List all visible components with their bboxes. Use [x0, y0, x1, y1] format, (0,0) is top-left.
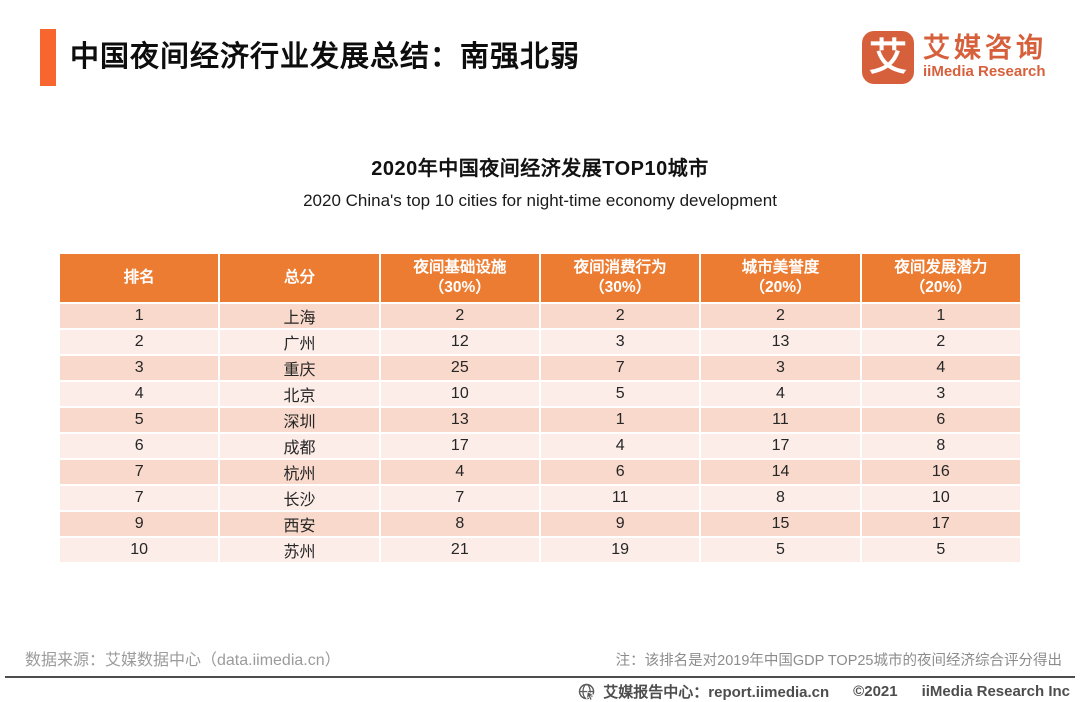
table-row: 9 西安 8 9 15 17 [57, 510, 1023, 538]
copyright-text: ©2021 [853, 683, 898, 700]
cell-consumption: 1 [538, 406, 702, 434]
cell-infrastructure: 17 [378, 432, 541, 460]
cell-infrastructure: 13 [378, 406, 541, 434]
footer-row: 数据来源：艾媒数据中心（data.iimedia.cn） 注：该排名是对2019… [25, 646, 1062, 670]
data-source: 数据来源：艾媒数据中心（data.iimedia.cn） [25, 652, 341, 669]
col-header-night-infrastructure: 夜间基础设施 （30%） [378, 252, 541, 304]
table-row: 4 北京 10 5 4 3 [57, 380, 1023, 408]
logo-name-cn: 艾媒咨询 [923, 32, 1047, 63]
cell-potential: 17 [859, 510, 1023, 538]
cell-rank: 6 [57, 432, 221, 460]
col-header-rank: 排名 [57, 252, 221, 304]
ranking-table: 排名 总分 夜间基础设施 （30%） 夜间消费行为 （30%） 城市美誉度 （2… [57, 252, 1023, 564]
company-text: iiMedia Research Inc [921, 683, 1070, 700]
cell-reputation: 4 [699, 380, 862, 408]
table-row: 7 长沙 7 11 8 10 [57, 484, 1023, 512]
chart-titles: 2020年中国夜间经济发展TOP10城市 2020 China's top 10… [0, 152, 1080, 211]
cell-consumption: 19 [538, 536, 702, 564]
cell-infrastructure: 10 [378, 380, 541, 408]
cell-consumption: 11 [538, 484, 702, 512]
cell-infrastructure: 12 [378, 328, 541, 356]
cell-infrastructure: 7 [378, 484, 541, 512]
cell-rank: 3 [57, 354, 221, 382]
cell-rank: 4 [57, 380, 221, 408]
cell-rank: 2 [57, 328, 221, 356]
cell-potential: 6 [859, 406, 1023, 434]
cell-rank: 9 [57, 510, 221, 538]
cell-potential: 3 [859, 380, 1023, 408]
cell-infrastructure: 21 [378, 536, 541, 564]
cell-city: 西安 [218, 510, 381, 538]
table-row: 7 杭州 4 6 14 16 [57, 458, 1023, 486]
cell-city: 苏州 [218, 536, 381, 564]
bottom-bar: 艾媒报告中心：report.iimedia.cn ©2021 iiMedia R… [578, 681, 1070, 702]
table-row: 3 重庆 25 7 3 4 [57, 354, 1023, 382]
cell-city: 上海 [218, 302, 381, 330]
cell-potential: 1 [859, 302, 1023, 330]
report-center-text: 艾媒报告中心：report.iimedia.cn [603, 684, 830, 701]
cell-reputation: 11 [699, 406, 862, 434]
table-row: 6 成都 17 4 17 8 [57, 432, 1023, 460]
cell-consumption: 7 [538, 354, 702, 382]
logo-text: 艾媒咨询 iiMedia Research [923, 32, 1047, 82]
table-header-row: 排名 总分 夜间基础设施 （30%） 夜间消费行为 （30%） 城市美誉度 （2… [57, 252, 1023, 304]
cell-consumption: 9 [538, 510, 702, 538]
cell-rank: 10 [57, 536, 221, 564]
cell-city: 成都 [218, 432, 381, 460]
cell-reputation: 5 [699, 536, 862, 564]
cell-reputation: 15 [699, 510, 862, 538]
cell-city: 长沙 [218, 484, 381, 512]
cell-potential: 10 [859, 484, 1023, 512]
chart-subtitle: 2020 China's top 10 cities for night-tim… [303, 191, 777, 210]
cell-city: 广州 [218, 328, 381, 356]
iimedia-logo-icon: 艾 [862, 31, 914, 84]
slide-header: 中国夜间经济行业发展总结：南强北弱 艾 艾媒咨询 iiMedia Researc… [40, 29, 1047, 86]
cell-infrastructure: 2 [378, 302, 541, 330]
globe-cursor-icon [578, 683, 596, 701]
cell-reputation: 13 [699, 328, 862, 356]
cell-potential: 4 [859, 354, 1023, 382]
cell-reputation: 17 [699, 432, 862, 460]
title-accent-bar [40, 29, 56, 86]
col-header-total-score: 总分 [218, 252, 381, 304]
cell-potential: 2 [859, 328, 1023, 356]
iimedia-logo: 艾 艾媒咨询 iiMedia Research [862, 31, 1047, 84]
cell-potential: 5 [859, 536, 1023, 564]
cell-consumption: 5 [538, 380, 702, 408]
cell-potential: 8 [859, 432, 1023, 460]
cell-city: 重庆 [218, 354, 381, 382]
cell-consumption: 3 [538, 328, 702, 356]
table-row: 1 上海 2 2 2 1 [57, 302, 1023, 330]
cell-rank: 5 [57, 406, 221, 434]
table-row: 10 苏州 21 19 5 5 [57, 536, 1023, 564]
cell-rank: 7 [57, 484, 221, 512]
col-header-night-potential: 夜间发展潜力 （20%） [859, 252, 1023, 304]
cell-city: 深圳 [218, 406, 381, 434]
logo-name-en: iiMedia Research [923, 63, 1046, 81]
footnote: 注：该排名是对2019年中国GDP TOP25城市的夜间经济综合评分得出 [615, 653, 1062, 669]
cell-rank: 7 [57, 458, 221, 486]
chart-title: 2020年中国夜间经济发展TOP10城市 [371, 158, 709, 180]
table-row: 5 深圳 13 1 11 6 [57, 406, 1023, 434]
col-header-night-consumption: 夜间消费行为 （30%） [538, 252, 702, 304]
cell-consumption: 4 [538, 432, 702, 460]
cell-rank: 1 [57, 302, 221, 330]
cell-consumption: 2 [538, 302, 702, 330]
table-row: 2 广州 12 3 13 2 [57, 328, 1023, 356]
cell-reputation: 2 [699, 302, 862, 330]
cell-city: 北京 [218, 380, 381, 408]
cell-infrastructure: 4 [378, 458, 541, 486]
cell-reputation: 3 [699, 354, 862, 382]
footer-divider [5, 676, 1075, 678]
cell-infrastructure: 8 [378, 510, 541, 538]
cell-reputation: 14 [699, 458, 862, 486]
page-title: 中国夜间经济行业发展总结：南强北弱 [70, 41, 581, 73]
cell-infrastructure: 25 [378, 354, 541, 382]
cell-city: 杭州 [218, 458, 381, 486]
cell-reputation: 8 [699, 484, 862, 512]
cell-consumption: 6 [538, 458, 702, 486]
col-header-city-reputation: 城市美誉度 （20%） [699, 252, 862, 304]
cell-potential: 16 [859, 458, 1023, 486]
